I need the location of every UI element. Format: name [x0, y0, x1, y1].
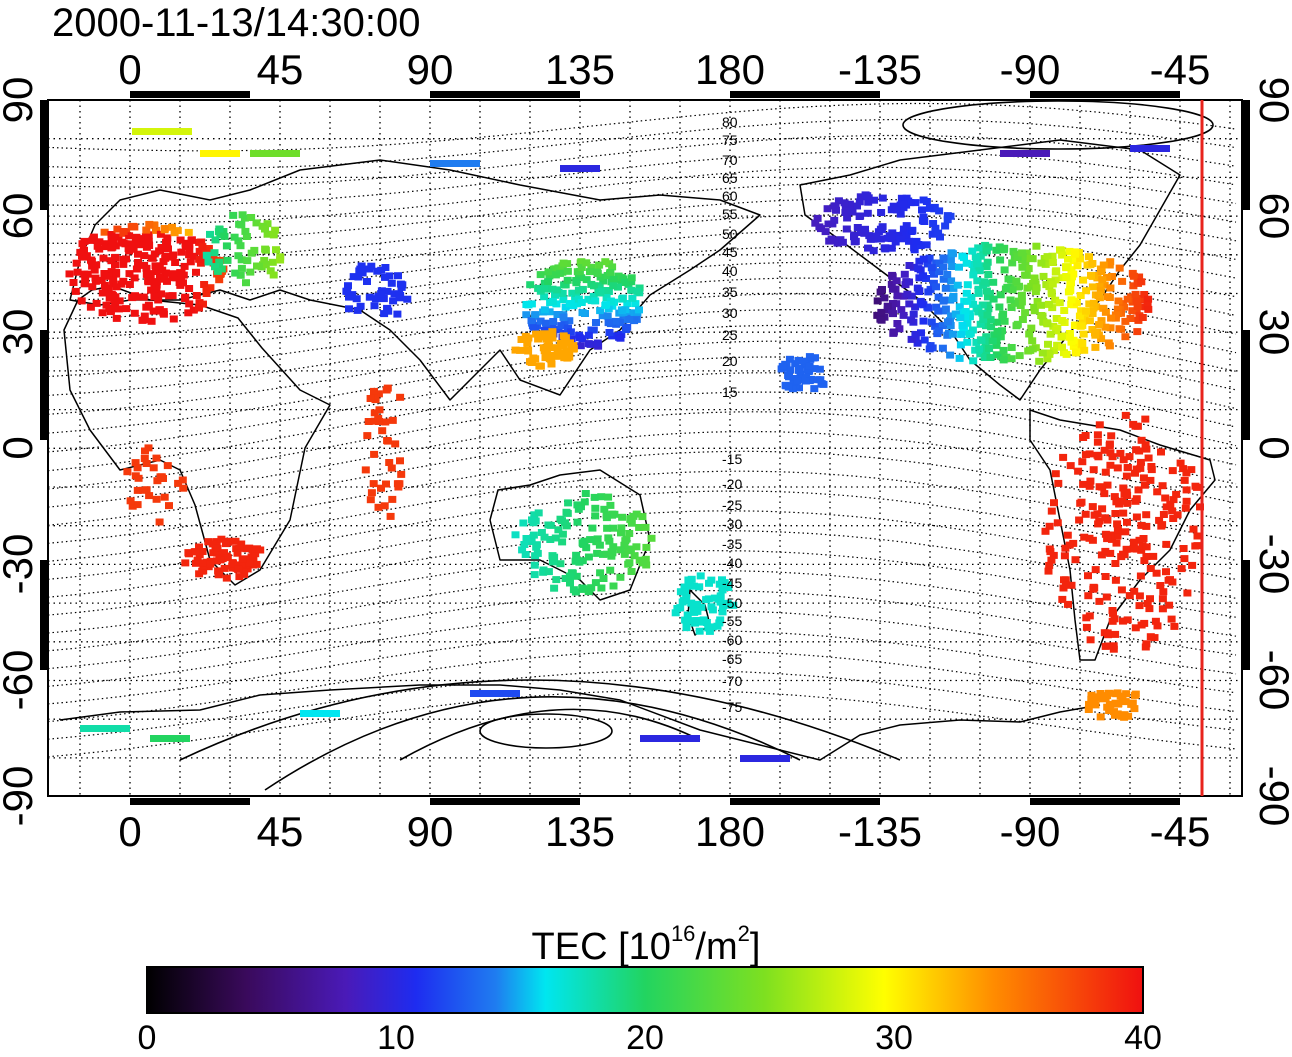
lat-tick-right: 90 — [1251, 77, 1292, 124]
map-timestamp-title: 2000-11-13/14:30:00 — [52, 1, 421, 45]
colorbar-label: TEC [1016/m2] — [531, 921, 761, 968]
contour-label: -75 — [722, 699, 742, 715]
lat-tick-right: -30 — [1251, 534, 1292, 595]
lat-tick-left: 90 — [0, 77, 41, 124]
lat-tick-right: 30 — [1251, 309, 1292, 356]
contour-label: -30 — [722, 516, 742, 532]
contour-label: -65 — [722, 651, 742, 667]
lon-tick-top: -90 — [1000, 46, 1061, 93]
lon-tick-top: 180 — [695, 46, 765, 93]
lat-tick-left: 60 — [0, 193, 41, 240]
colorbar-tick-0: 0 — [137, 1019, 157, 1057]
lat-tick-left: 30 — [0, 309, 41, 356]
lon-tick-bottom: 135 — [545, 808, 615, 855]
contour-label: 65 — [722, 170, 738, 186]
lon-tick-bottom: -135 — [838, 808, 922, 855]
lon-tick-top: 45 — [257, 46, 304, 93]
contour-label: -20 — [722, 476, 742, 492]
contour-label: 45 — [722, 244, 738, 260]
contour-label: 30 — [722, 305, 738, 321]
lon-tick-bottom: -45 — [1150, 808, 1211, 855]
contour-label: 15 — [722, 384, 738, 400]
contour-label: 25 — [722, 327, 738, 343]
axis-edge-bars — [40, 91, 1250, 805]
contour-label: 35 — [722, 284, 738, 300]
lat-tick-right: 60 — [1251, 193, 1292, 240]
lat-tick-left: -30 — [0, 534, 41, 595]
lon-tick-top: 90 — [407, 46, 454, 93]
colorbar-tick-40: 40 — [1124, 1019, 1162, 1057]
colorbar-tick-30: 30 — [875, 1019, 913, 1057]
lon-tick-bottom: 90 — [407, 808, 454, 855]
contour-labels: 80 75 70 65 60 55 50 45 40 35 30 25 20 15 -15 -20 -25 -30… — [722, 114, 742, 715]
contour-label: -45 — [722, 575, 742, 591]
lat-tick-left: -60 — [0, 650, 41, 711]
lat-tick-right: -90 — [1251, 766, 1292, 827]
lon-tick-top: 0 — [118, 46, 141, 93]
lon-tick-bottom: 0 — [118, 808, 141, 855]
contour-label: 60 — [722, 188, 738, 204]
contour-label: 70 — [722, 152, 738, 168]
contour-label: 75 — [722, 132, 738, 148]
contour-label: -25 — [722, 497, 742, 513]
colorbar — [146, 966, 1144, 1014]
lon-tick-top: -45 — [1150, 46, 1211, 93]
lon-tick-top: -135 — [838, 46, 922, 93]
contour-label: 50 — [722, 226, 738, 242]
contour-label: -50 — [722, 595, 742, 611]
lat-tick-left: 0 — [0, 436, 41, 459]
lon-tick-bottom: 45 — [257, 808, 304, 855]
map-frame — [47, 99, 1243, 797]
contour-label: -55 — [722, 613, 742, 629]
lon-tick-bottom: -90 — [1000, 808, 1061, 855]
contour-label: 20 — [722, 353, 738, 369]
contour-label: -35 — [722, 536, 742, 552]
lat-tick-left: -90 — [0, 766, 41, 827]
contour-label: -15 — [722, 451, 742, 467]
lat-tick-right: 0 — [1251, 436, 1292, 459]
lon-tick-top: 135 — [545, 46, 615, 93]
contour-label: 40 — [722, 263, 738, 279]
lon-tick-bottom: 180 — [695, 808, 765, 855]
contour-label: -40 — [722, 555, 742, 571]
colorbar-tick-20: 20 — [626, 1019, 664, 1057]
tec-data-points — [65, 128, 1204, 762]
lat-tick-right: -60 — [1251, 650, 1292, 711]
polar-contours — [179, 100, 1214, 791]
colorbar-tick-10: 10 — [377, 1019, 415, 1057]
contour-label: -60 — [722, 632, 742, 648]
contour-label: 80 — [722, 114, 738, 130]
contour-label: 55 — [722, 206, 738, 222]
contour-label: -70 — [722, 673, 742, 689]
